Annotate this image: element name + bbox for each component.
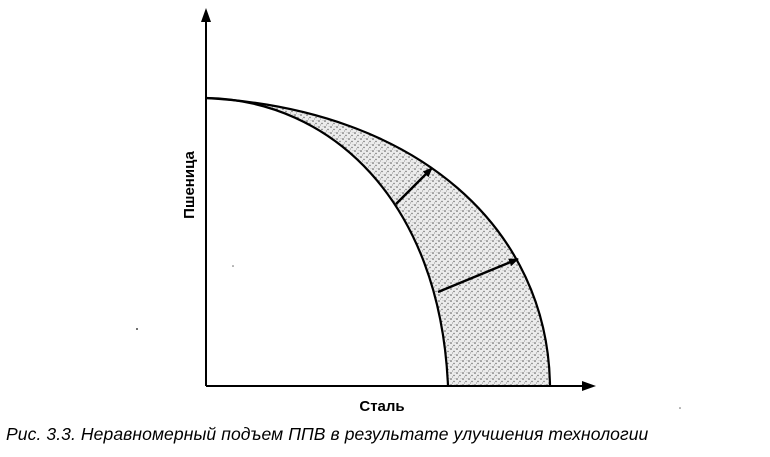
scan-speck	[679, 407, 681, 409]
x-axis-arrow-icon	[582, 381, 596, 391]
shaded-growth-region	[206, 98, 550, 386]
scan-speck	[232, 265, 234, 267]
shift-arrow-upper	[395, 167, 433, 205]
y-axis-label: Пшеница	[181, 151, 198, 219]
scan-speck	[136, 328, 138, 330]
y-axis-arrow-icon	[201, 8, 211, 22]
new-ppf-curve	[205, 96, 552, 387]
x-axis-label: Сталь	[359, 398, 404, 415]
shift-arrow-lower	[437, 257, 519, 294]
figure-caption: Рис. 3.3. Неравномерный подъем ППВ в рез…	[6, 424, 649, 444]
old-ppf-curve	[205, 96, 450, 387]
